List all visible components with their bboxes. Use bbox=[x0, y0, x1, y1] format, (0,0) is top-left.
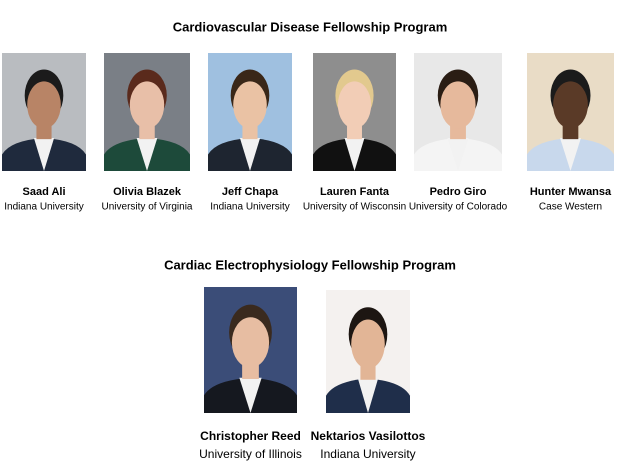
person-affiliation: Indiana University bbox=[4, 202, 83, 213]
photo bbox=[2, 53, 86, 171]
person-affiliation: Indiana University bbox=[210, 202, 289, 213]
person-name: Saad Ali bbox=[23, 186, 66, 198]
photo-shirt bbox=[357, 378, 379, 413]
person-affiliation: University of Virginia bbox=[102, 202, 193, 213]
photo-face bbox=[27, 81, 61, 129]
person-name: Lauren Fanta bbox=[320, 186, 390, 198]
photo-face bbox=[440, 81, 476, 129]
photo-face bbox=[129, 81, 165, 129]
person-affiliation: University of Illinois bbox=[199, 447, 302, 461]
person-affiliation: University of Wisconsin bbox=[303, 202, 406, 213]
photo-shirt bbox=[447, 137, 469, 171]
person-affiliation: University of Colorado bbox=[409, 202, 508, 213]
photo bbox=[527, 53, 614, 171]
photo-shirt bbox=[33, 137, 55, 171]
photo-shirt bbox=[344, 137, 365, 171]
photo bbox=[104, 53, 190, 171]
photo-face bbox=[351, 319, 385, 369]
photo-shirt bbox=[239, 377, 262, 413]
photo-face bbox=[233, 81, 267, 129]
photo bbox=[208, 53, 292, 171]
person-name: Pedro Giro bbox=[430, 186, 487, 198]
person-name: Jeff Chapa bbox=[222, 186, 279, 198]
photo bbox=[326, 290, 410, 413]
section-title: Cardiovascular Disease Fellowship Progra… bbox=[173, 19, 448, 34]
person-name: Olivia Blazek bbox=[113, 186, 182, 198]
photo-face bbox=[553, 81, 588, 129]
photo-shirt bbox=[136, 137, 158, 171]
person-affiliation: Indiana University bbox=[320, 447, 415, 461]
photo-face bbox=[337, 81, 372, 129]
person-name: Christopher Reed bbox=[200, 429, 301, 443]
photo-shirt bbox=[560, 137, 581, 171]
photo bbox=[204, 287, 297, 413]
photo-face bbox=[231, 317, 270, 368]
photo bbox=[414, 53, 502, 171]
photo bbox=[313, 53, 396, 171]
section-title: Cardiac Electrophysiology Fellowship Pro… bbox=[164, 257, 456, 272]
photo-shirt bbox=[239, 137, 261, 171]
person-affiliation: Case Western bbox=[539, 202, 602, 213]
person-name: Hunter Mwansa bbox=[530, 186, 612, 198]
person-name: Nektarios Vasilottos bbox=[311, 429, 426, 443]
